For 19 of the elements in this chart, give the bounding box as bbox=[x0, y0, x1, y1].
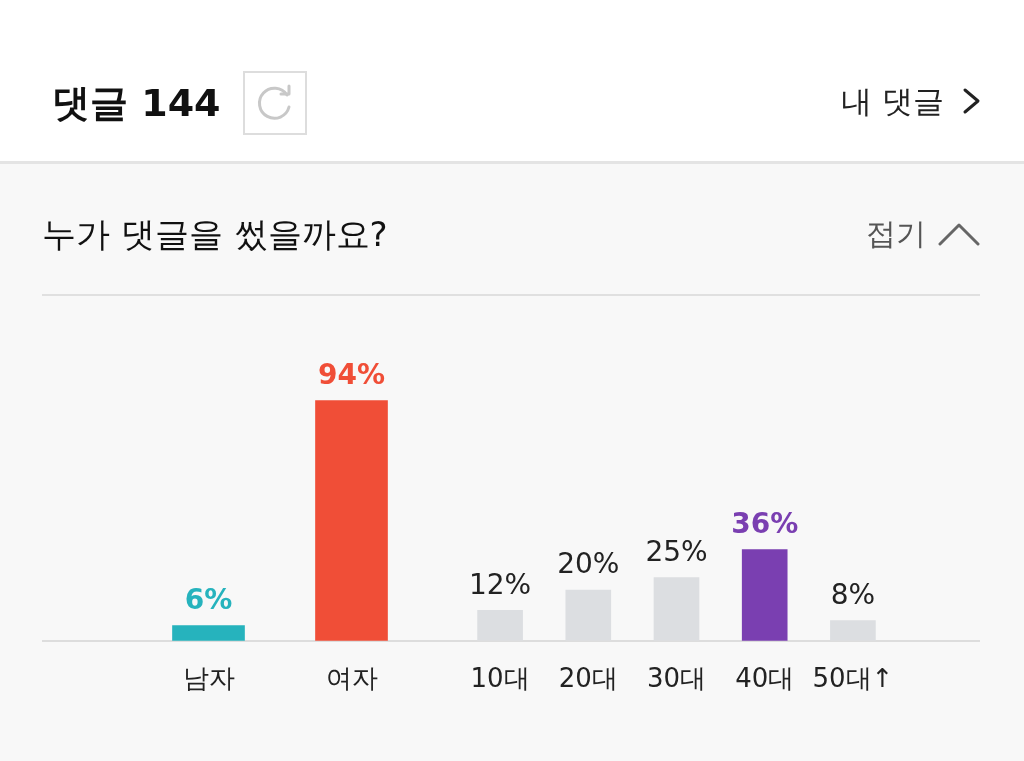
data-label: 25% bbox=[645, 534, 708, 568]
x-tick-label: 30대 bbox=[646, 663, 707, 694]
x-tick-label: 여자 bbox=[325, 663, 378, 694]
text: 댓글 144 bbox=[52, 80, 221, 127]
data-label: 6% bbox=[184, 582, 233, 616]
data-label: 8% bbox=[830, 577, 876, 611]
text: 접기 bbox=[866, 215, 926, 253]
x-tick-label: 남자 bbox=[182, 663, 235, 694]
bar bbox=[741, 549, 788, 641]
x-tick-label: 10대 bbox=[470, 663, 530, 694]
x-tick-label: 20대 bbox=[558, 663, 618, 694]
chart-title: 누가 댓글을 썼을까요? bbox=[42, 213, 388, 256]
text: 내 댓글 bbox=[841, 82, 944, 121]
x-tick-label: 50대↑ bbox=[812, 663, 894, 694]
data-label: 12% bbox=[468, 567, 532, 601]
x-tick-label: 40대 bbox=[735, 663, 795, 694]
data-label: 94% bbox=[317, 357, 386, 391]
data-label: 36% bbox=[731, 506, 799, 540]
data-label: 20% bbox=[557, 547, 620, 581]
